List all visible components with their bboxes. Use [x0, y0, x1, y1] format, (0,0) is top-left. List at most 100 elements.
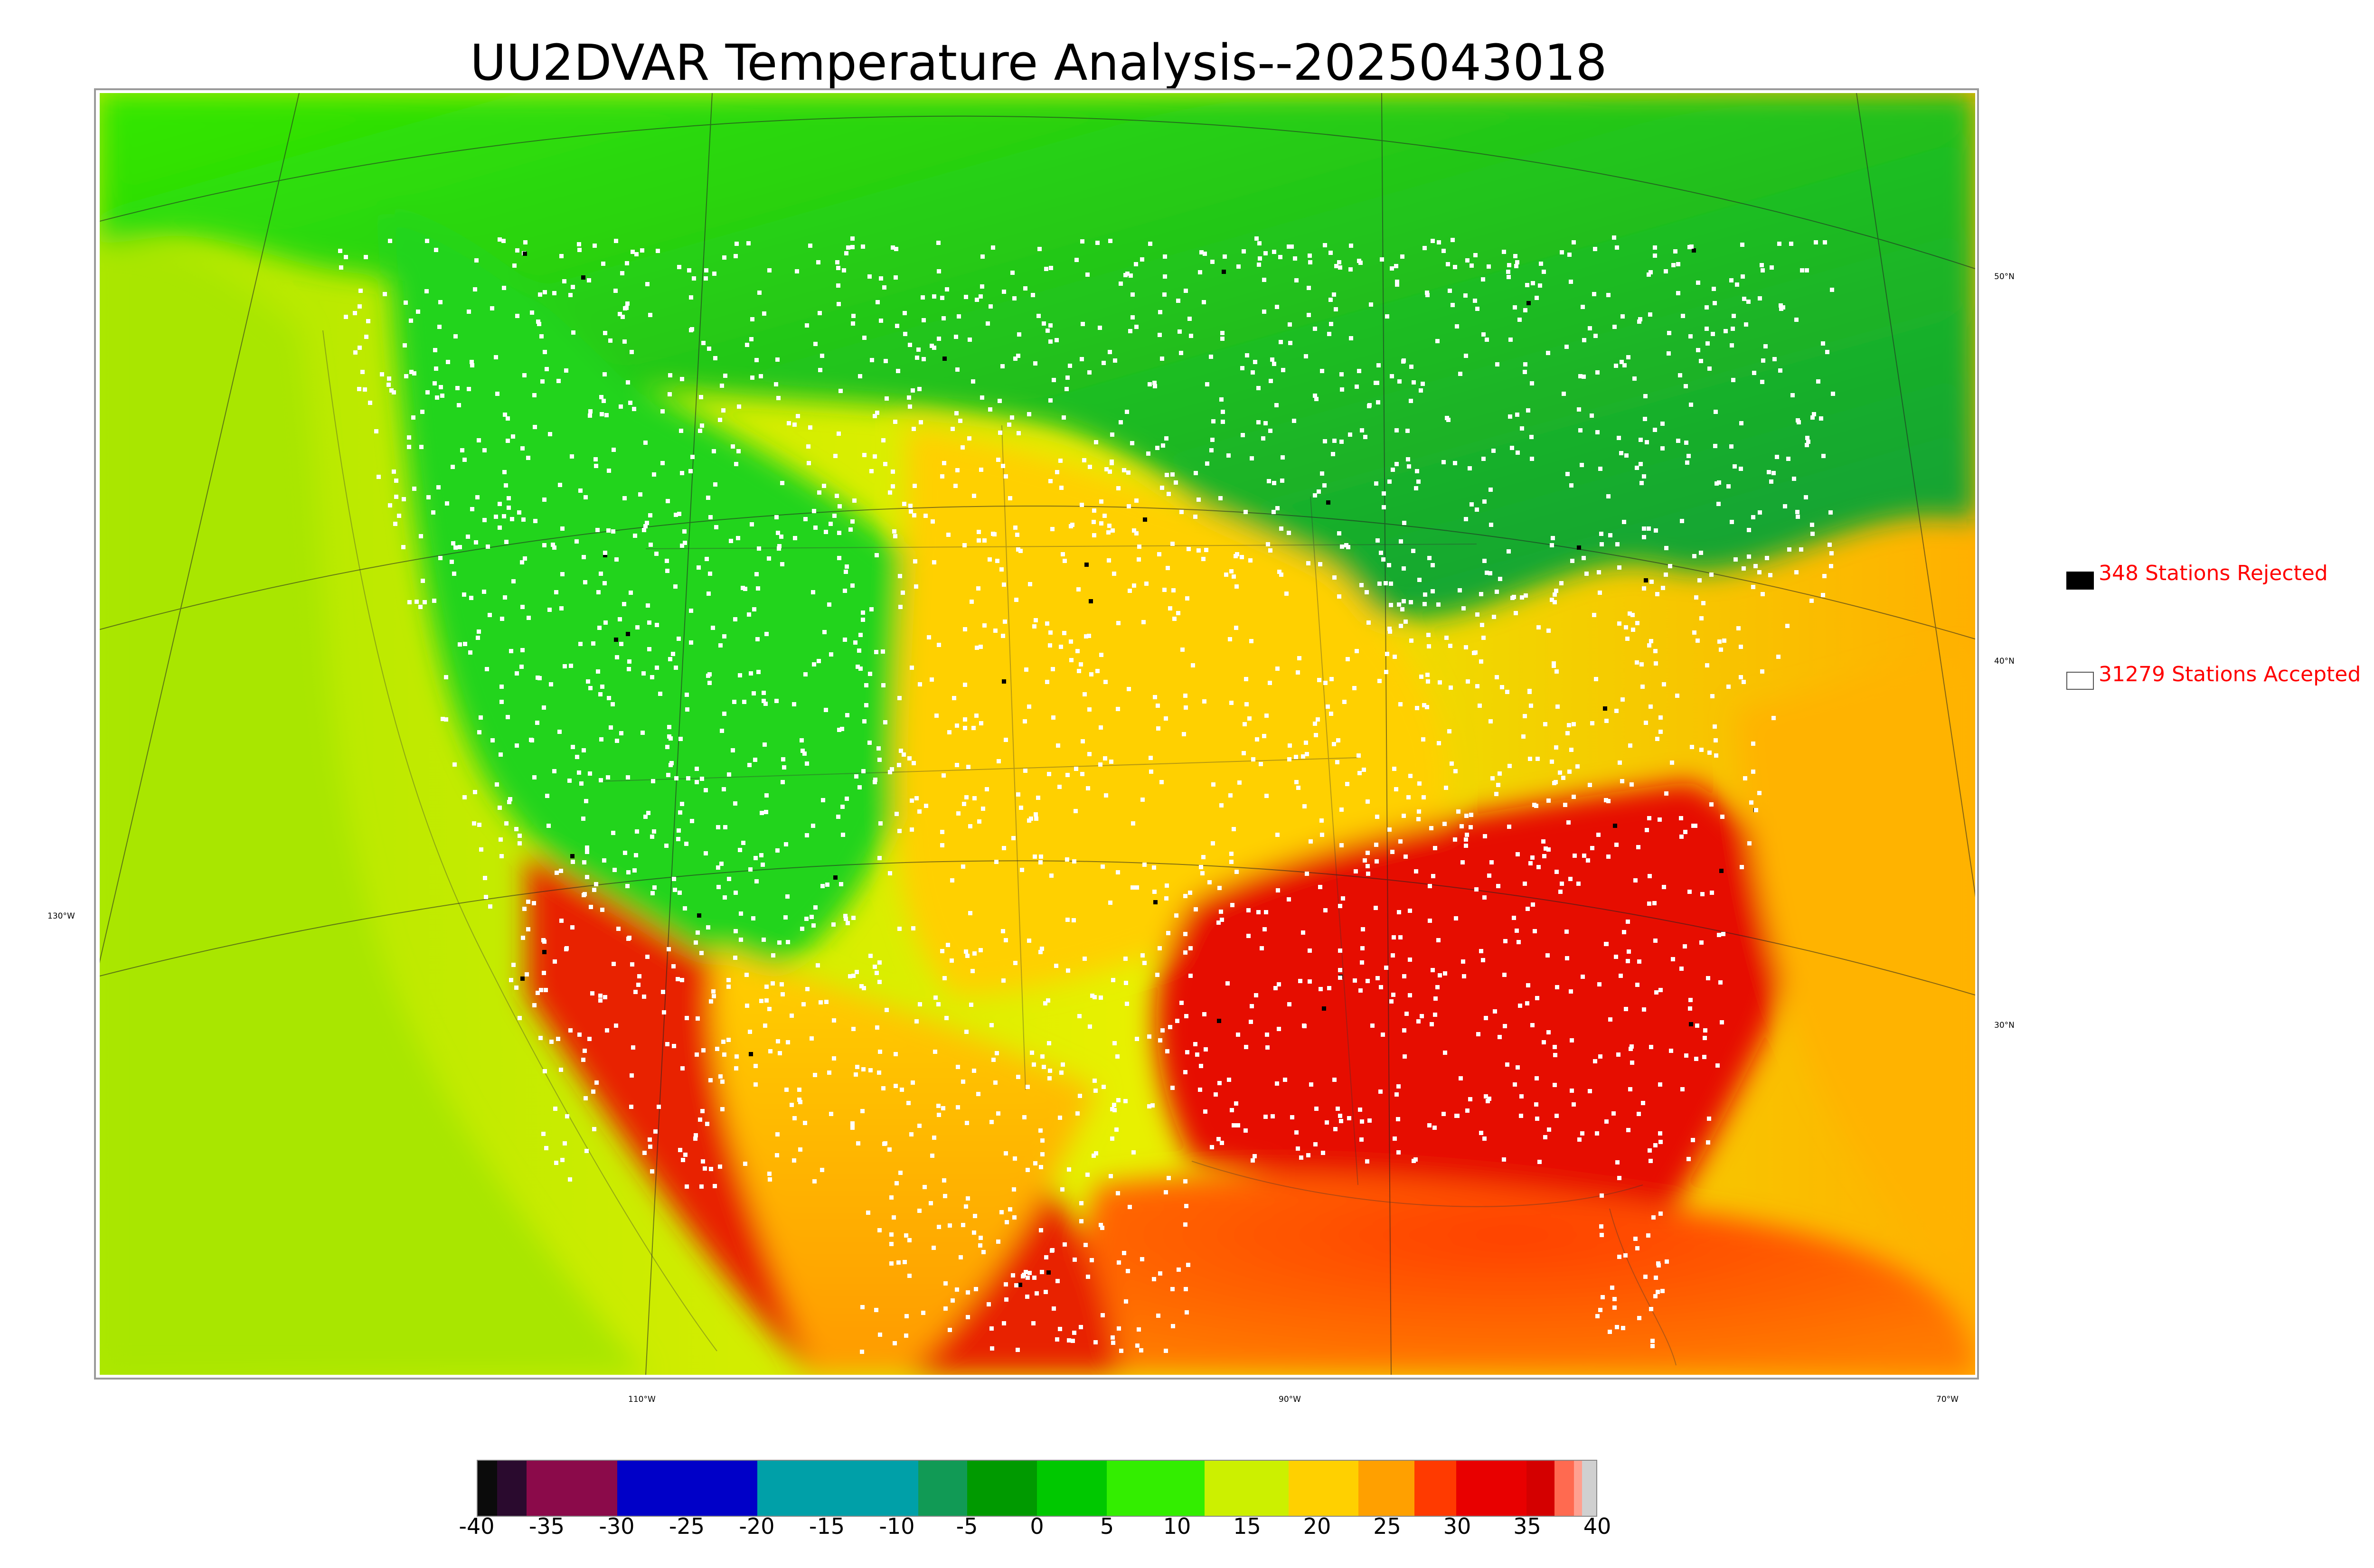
- station-point: [892, 529, 896, 534]
- station-point: [881, 649, 885, 654]
- station-point: [1692, 554, 1696, 558]
- temperature-map[interactable]: [100, 93, 1975, 1375]
- station-point: [1020, 868, 1024, 872]
- station-point: [1074, 258, 1079, 262]
- station-point: [1618, 761, 1622, 765]
- station-point: [1639, 481, 1644, 485]
- station-point: [690, 455, 695, 459]
- station-point: [1164, 436, 1168, 441]
- station-point: [1183, 694, 1187, 698]
- station-point: [1184, 1204, 1188, 1208]
- station-point: [999, 1210, 1004, 1214]
- station-point: [942, 461, 946, 465]
- station-point: [1332, 1078, 1337, 1082]
- station-point: [1654, 528, 1658, 533]
- station-point: [645, 521, 649, 525]
- station-point: [819, 1000, 823, 1005]
- station-point: [977, 819, 981, 824]
- station-point: [1067, 1167, 1071, 1172]
- station-point: [1338, 265, 1342, 270]
- station-point: [1347, 1116, 1351, 1120]
- station-point: [1167, 1176, 1171, 1180]
- station-point: [1500, 685, 1504, 689]
- station-point: [1128, 1205, 1132, 1209]
- station-point: [1797, 420, 1801, 424]
- station-point: [1058, 1327, 1062, 1331]
- station-point: [585, 850, 589, 854]
- station-point: [515, 314, 519, 318]
- station-point: [494, 515, 498, 519]
- station-point: [694, 1133, 698, 1137]
- station-point: [1047, 1076, 1052, 1080]
- station-point: [1256, 420, 1261, 424]
- station-point: [1203, 252, 1207, 256]
- station-point: [994, 860, 999, 864]
- station-point: [1171, 1324, 1175, 1328]
- station-point: [844, 251, 848, 255]
- station-point: [774, 382, 778, 386]
- station-point: [1425, 673, 1430, 677]
- station-point: [1287, 244, 1291, 249]
- station-point: [1326, 500, 1330, 505]
- station-point: [339, 265, 343, 270]
- station-point: [1778, 368, 1782, 373]
- station-point: [1108, 469, 1112, 474]
- station-point: [1573, 854, 1577, 858]
- station-point: [1075, 1111, 1080, 1116]
- station-point: [1563, 803, 1567, 807]
- station-point: [877, 1228, 882, 1232]
- station-point: [1523, 714, 1527, 718]
- station-point: [1598, 467, 1602, 471]
- station-point: [810, 1036, 814, 1041]
- station-point: [1163, 274, 1167, 279]
- station-point: [1646, 1233, 1650, 1238]
- station-point: [515, 248, 519, 253]
- station-point: [678, 1148, 682, 1152]
- station-point: [909, 509, 913, 514]
- colorbar-segment: [1573, 1461, 1583, 1516]
- station-point: [1688, 334, 1693, 338]
- station-point: [825, 883, 829, 887]
- station-point: [1769, 479, 1773, 484]
- station-point: [1658, 817, 1662, 822]
- station-point: [963, 683, 967, 687]
- station-point: [1306, 561, 1310, 565]
- station-point: [897, 829, 902, 833]
- station-point: [1468, 466, 1472, 470]
- station-point: [1112, 1108, 1117, 1112]
- station-point: [1619, 451, 1623, 455]
- station-point: [1242, 249, 1246, 254]
- station-point: [536, 319, 540, 324]
- station-point: [643, 441, 648, 445]
- station-point: [1375, 976, 1380, 980]
- station-point: [1507, 263, 1511, 267]
- station-point: [1110, 460, 1114, 464]
- colorbar-segment: [1036, 1461, 1107, 1516]
- station-point: [902, 502, 906, 506]
- station-point: [1314, 1107, 1319, 1111]
- station-point: [902, 752, 906, 757]
- station-point: [1402, 599, 1406, 603]
- station-point: [973, 1214, 977, 1218]
- station-point: [1308, 979, 1312, 984]
- station-point: [1153, 695, 1157, 699]
- station-point: [705, 557, 709, 561]
- colorbar-tick-label: 5: [1100, 1513, 1114, 1539]
- station-point: [1595, 370, 1600, 375]
- station-point: [947, 730, 951, 734]
- station-point: [598, 994, 603, 998]
- station-point: [1635, 1246, 1639, 1250]
- station-point: [556, 1037, 560, 1041]
- station-point: [940, 296, 944, 300]
- station-point: [874, 1308, 878, 1312]
- station-point: [881, 1086, 886, 1090]
- station-point: [1176, 611, 1180, 615]
- station-point: [1141, 620, 1146, 624]
- station-point: [1517, 940, 1521, 944]
- station-point: [678, 810, 682, 815]
- station-point: [1026, 1168, 1030, 1172]
- station-point: [1384, 670, 1388, 674]
- station-point: [1491, 449, 1496, 453]
- station-point: [864, 703, 868, 707]
- station-point: [479, 847, 483, 852]
